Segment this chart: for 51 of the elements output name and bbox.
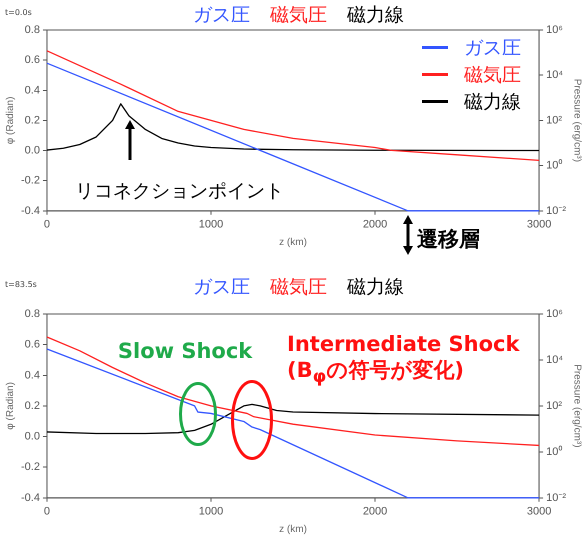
y-tick-label: -0.4 bbox=[20, 492, 40, 504]
y-tick-label: -0.2 bbox=[20, 461, 40, 474]
y-tick-label: 0.0 bbox=[24, 430, 40, 443]
x-tick-label: 3000 bbox=[526, 505, 552, 518]
y2-tick-label: 10⁶ bbox=[546, 24, 563, 36]
y-tick-label: 0.4 bbox=[24, 84, 40, 96]
chart-title: ガス圧 磁気圧 磁力線 bbox=[193, 4, 404, 26]
legend-label: 磁気圧 bbox=[464, 62, 522, 88]
y-tick-label: 0.6 bbox=[24, 338, 40, 351]
x-tick-label: 0 bbox=[44, 505, 50, 518]
y-tick-label: 0.2 bbox=[24, 114, 40, 126]
y-axis-title: φ (Radian) bbox=[4, 96, 16, 144]
y2-tick-label: 10⁻² bbox=[546, 204, 566, 217]
y2-tick-label: 10² bbox=[546, 114, 562, 126]
y-tick-label: 0.4 bbox=[24, 369, 40, 382]
y2-tick-label: 10² bbox=[546, 400, 562, 412]
x-tick-label: 1000 bbox=[198, 218, 224, 230]
y-tick-label: 0.6 bbox=[24, 54, 40, 66]
y2-tick-label: 10⁴ bbox=[546, 69, 564, 82]
y-tick-label: -0.2 bbox=[20, 174, 40, 187]
text: ガス圧 bbox=[193, 276, 250, 298]
y2-tick-label: 10⁴ bbox=[546, 354, 564, 366]
chart-subtitle: t=83.5s bbox=[5, 280, 37, 289]
legend-label: 磁力線 bbox=[464, 90, 522, 114]
y-tick-label: -0.4 bbox=[20, 204, 40, 217]
y-tick-label: 0.2 bbox=[24, 400, 40, 412]
y2-tick-label: 10⁰ bbox=[546, 444, 562, 458]
annotation: リコネクションポイント bbox=[75, 179, 284, 204]
x-tick-label: 2000 bbox=[362, 505, 388, 518]
text: 磁気圧 bbox=[270, 276, 327, 298]
chart-subtitle: t=0.0s bbox=[5, 8, 32, 17]
x-axis-title: z (km) bbox=[279, 236, 307, 248]
x-tick-label: 2000 bbox=[362, 218, 388, 230]
y2-tick-label: 10⁻² bbox=[546, 492, 566, 504]
y2-axis-title: Pressure (erg/cm³) bbox=[571, 78, 582, 162]
annotation: Intermediate Shock (B$_{φ}$の符号が変化) bbox=[287, 332, 520, 387]
x-tick-label: 3000 bbox=[526, 218, 552, 230]
y-tick-label: 0.8 bbox=[24, 24, 40, 36]
legend-label: ガス圧 bbox=[464, 36, 522, 60]
y-axis-title: φ (Radian) bbox=[4, 382, 16, 430]
y-tick-label: 0.0 bbox=[24, 144, 40, 157]
annotation: 遷移層 bbox=[416, 226, 480, 253]
y2-tick-label: 10⁶ bbox=[546, 308, 563, 320]
annotation: Slow Shock bbox=[118, 338, 252, 363]
x-tick-label: 0 bbox=[44, 218, 50, 230]
y2-axis-title: Pressure (erg/cm³) bbox=[571, 364, 582, 448]
x-axis-title: z (km) bbox=[279, 524, 307, 535]
text: 磁力線 bbox=[347, 276, 404, 298]
y2-tick-label: 10⁰ bbox=[546, 158, 562, 172]
y-tick-label: 0.8 bbox=[24, 308, 40, 320]
x-tick-label: 1000 bbox=[198, 505, 224, 518]
